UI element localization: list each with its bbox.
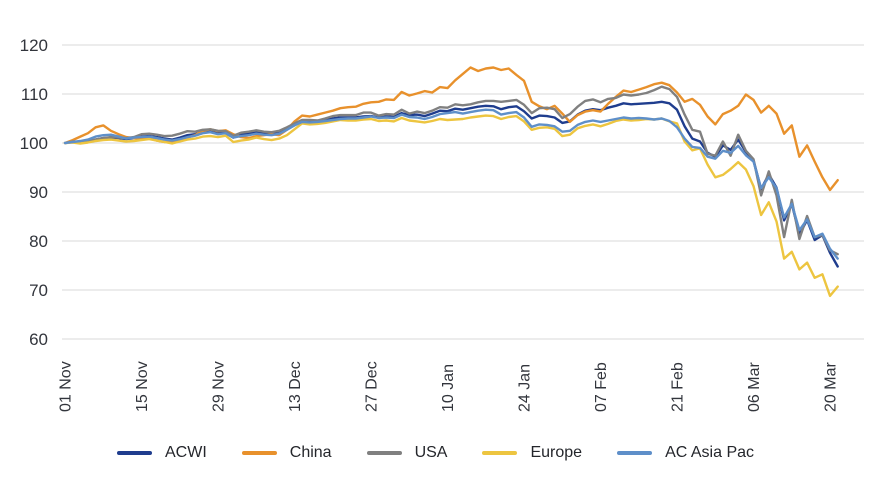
y-tick-label-60: 60 <box>29 330 48 349</box>
x-tick-label-29-nov: 29 Nov <box>211 361 228 412</box>
series-line-acwi <box>63 100 839 268</box>
y-tick-label-80: 80 <box>29 232 48 251</box>
legend-label: USA <box>414 444 448 461</box>
legend-line-swatch <box>617 451 653 455</box>
legend-line-swatch <box>366 451 402 455</box>
y-tick-label-100: 100 <box>20 134 48 153</box>
legend-label: Europe <box>530 444 583 461</box>
legend-label: China <box>289 444 332 461</box>
x-tick-label-24-jan: 24 Jan <box>517 364 534 412</box>
x-tick-label-10-jan: 10 Jan <box>440 364 457 412</box>
series-line-usa <box>63 85 839 256</box>
y-tick-label-90: 90 <box>29 183 48 202</box>
legend-label: ACWI <box>164 444 207 461</box>
legend-line-swatch <box>241 451 277 455</box>
legend-item-europe: Europe <box>482 444 582 462</box>
legend-item-ac-asia-pac: AC Asia Pac <box>617 444 754 462</box>
series-line-europe <box>63 114 839 298</box>
legend-line-swatch <box>116 451 152 455</box>
y-tick-label-110: 110 <box>21 85 48 104</box>
x-tick-label-06-mar: 06 Mar <box>746 362 763 412</box>
x-tick-label-13-dec: 13 Dec <box>287 361 304 412</box>
x-tick-label-01-nov: 01 Nov <box>58 361 75 412</box>
legend-item-china: China <box>241 444 332 462</box>
legend-item-acwi: ACWI <box>116 444 207 462</box>
series-line-china <box>63 66 839 192</box>
line-chart-plot-area: 60 70 80 90 100 110 120 01 Nov 15 Nov 29 Nov 13 De… <box>20 36 864 412</box>
series-line-ac-asia-pac <box>63 108 839 260</box>
x-tick-label-21-feb: 21 Feb <box>670 362 687 412</box>
legend-item-usa: USA <box>366 444 448 462</box>
y-tick-label-120: 120 <box>20 36 48 55</box>
legend-label: AC Asia Pac <box>665 444 755 461</box>
x-tick-label-20-mar: 20 Mar <box>823 362 840 412</box>
legend-line-swatch <box>482 451 518 455</box>
x-tick-label-07-feb: 07 Feb <box>593 362 610 412</box>
y-tick-label-70: 70 <box>29 281 48 300</box>
x-tick-label-15-nov: 15 Nov <box>134 361 151 412</box>
x-tick-label-27-dec: 27 Dec <box>364 361 381 412</box>
chart-legend: ACWI China USA Europe AC Asia Pac <box>0 437 871 469</box>
